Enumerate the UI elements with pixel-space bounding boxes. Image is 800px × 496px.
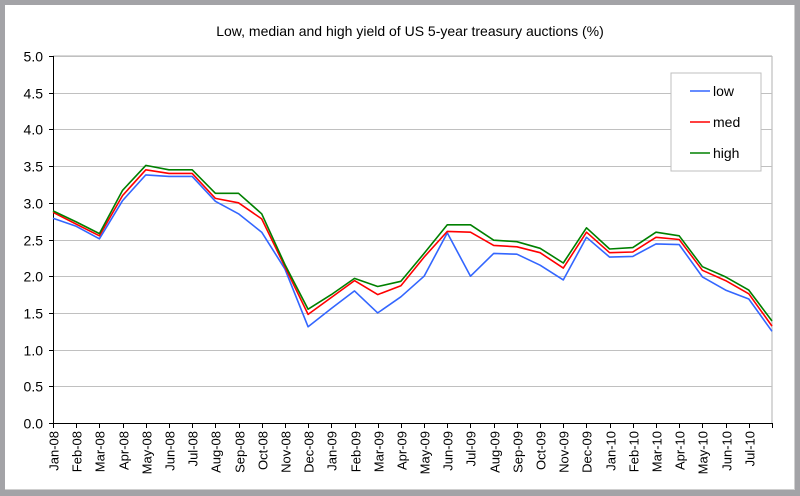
- x-tick-label: May-09: [418, 431, 433, 474]
- x-tick-label: May-08: [140, 431, 155, 474]
- x-tick-label: Oct-09: [534, 431, 549, 470]
- x-tick-label: Jan-10: [604, 431, 619, 471]
- chart-title: Low, median and high yield of US 5-year …: [216, 23, 604, 39]
- y-tick-label: 2.5: [24, 233, 44, 249]
- x-tick-label: Sep-08: [233, 431, 248, 473]
- x-tick-label: Dec-08: [302, 431, 317, 473]
- x-tick-label: Apr-10: [673, 431, 688, 470]
- x-axis: Jan-08 Feb-08 Mar-08 Apr-08 May-08 Jun-08 Jul-…: [47, 423, 773, 474]
- x-tick-label: May-10: [696, 431, 711, 474]
- series-line-low: [52, 174, 773, 332]
- y-tick-label: 5.0: [24, 49, 44, 65]
- x-tick-label: Jan-08: [47, 431, 62, 471]
- x-tick-label: Dec-09: [580, 431, 595, 473]
- x-tick-label: Mar-10: [650, 431, 665, 472]
- x-tick-label: Feb-09: [349, 431, 364, 472]
- x-tick-label: Apr-09: [395, 431, 410, 470]
- x-tick-label: Jun-08: [163, 431, 178, 471]
- series-line-high: [52, 164, 773, 322]
- series-line-med: [52, 169, 773, 327]
- y-tick-label: 1.0: [24, 343, 44, 359]
- x-tick-label: Apr-08: [117, 431, 132, 470]
- x-tick-label: Feb-08: [70, 431, 85, 472]
- y-tick-label: 2.0: [24, 269, 44, 285]
- x-tick-label: Mar-09: [372, 431, 387, 472]
- legend-item-high: high: [690, 145, 739, 161]
- y-tick-label: 4.0: [24, 122, 44, 138]
- y-tick-label: 3.0: [24, 196, 44, 212]
- legend-box: [670, 72, 762, 172]
- x-tick-label: Jun-10: [720, 431, 735, 471]
- legend-label-low: low: [713, 83, 735, 99]
- series-lines: [52, 164, 773, 332]
- x-tick-label: Jul-10: [743, 431, 758, 466]
- legend-label-high: high: [713, 145, 739, 161]
- legend: low med high: [670, 72, 762, 172]
- x-tick-label: Feb-10: [627, 431, 642, 472]
- gridlines: [53, 55, 773, 423]
- x-tick-label: Mar-08: [93, 431, 108, 472]
- x-tick-label: Jul-08: [186, 431, 201, 466]
- legend-label-med: med: [713, 114, 740, 130]
- line-chart: Low, median and high yield of US 5-year …: [24, 23, 773, 474]
- x-tick-label: Oct-08: [256, 431, 271, 470]
- chart-frame: Low, median and high yield of US 5-year …: [5, 5, 795, 490]
- x-tick-label: Aug-08: [209, 431, 224, 473]
- x-tick-label: Nov-09: [557, 431, 572, 473]
- y-tick-label: 0.0: [24, 416, 44, 432]
- x-tick-label: Jan-09: [325, 431, 340, 471]
- legend-item-med: med: [690, 114, 740, 130]
- y-tick-label: 1.5: [24, 306, 44, 322]
- y-tick-label: 0.5: [24, 379, 44, 395]
- x-tick-label: Sep-09: [511, 431, 526, 473]
- y-tick-label: 4.5: [24, 86, 44, 102]
- legend-item-low: low: [690, 83, 735, 99]
- y-axis: 0.0 0.5 1.0 1.5 2.0 2.5 3.0 3.5 4.0 4.5 5.0: [24, 49, 54, 432]
- y-tick-label: 3.5: [24, 159, 44, 175]
- x-tick-label: Aug-09: [488, 431, 503, 473]
- x-tick-label: Nov-08: [279, 431, 294, 473]
- x-tick-label: Jun-09: [441, 431, 456, 471]
- x-tick-label: Jul-09: [464, 431, 479, 466]
